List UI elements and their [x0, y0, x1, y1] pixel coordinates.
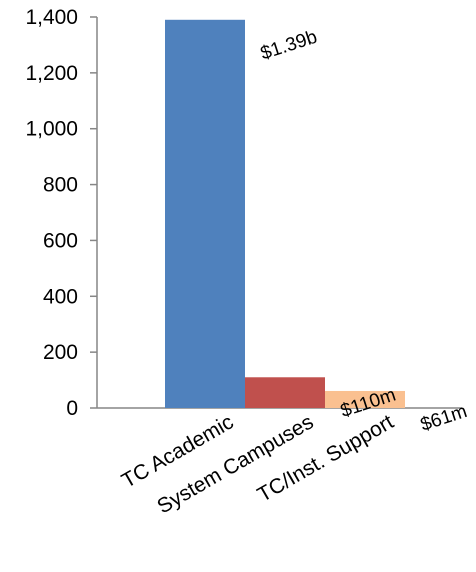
y-tick-label: 400: [43, 285, 78, 308]
y-tick-label: 600: [43, 229, 78, 252]
chart-axes: [96, 17, 462, 409]
y-tick-label: 0: [66, 397, 78, 420]
y-tick-label: 200: [43, 341, 78, 364]
data-labels: $1.39b$110m $61m: [258, 27, 470, 436]
bar: [325, 390, 405, 408]
y-tick-label: 1,200: [25, 62, 78, 85]
y-tick-label: 1,000: [25, 118, 78, 141]
bar: [165, 19, 245, 409]
chart-bars: [165, 19, 405, 409]
y-tick-label: 1,400: [25, 6, 78, 29]
y-tick-label: 800: [43, 174, 78, 197]
data-label: $1.39b: [258, 27, 320, 65]
y-axis-ticks: 0 200 400 600 800 1,000 1,200 1,400: [25, 6, 97, 420]
data-label: $61m: [418, 401, 470, 436]
category-label: TC/Inst. Support: [254, 410, 398, 506]
bar: [245, 377, 325, 408]
